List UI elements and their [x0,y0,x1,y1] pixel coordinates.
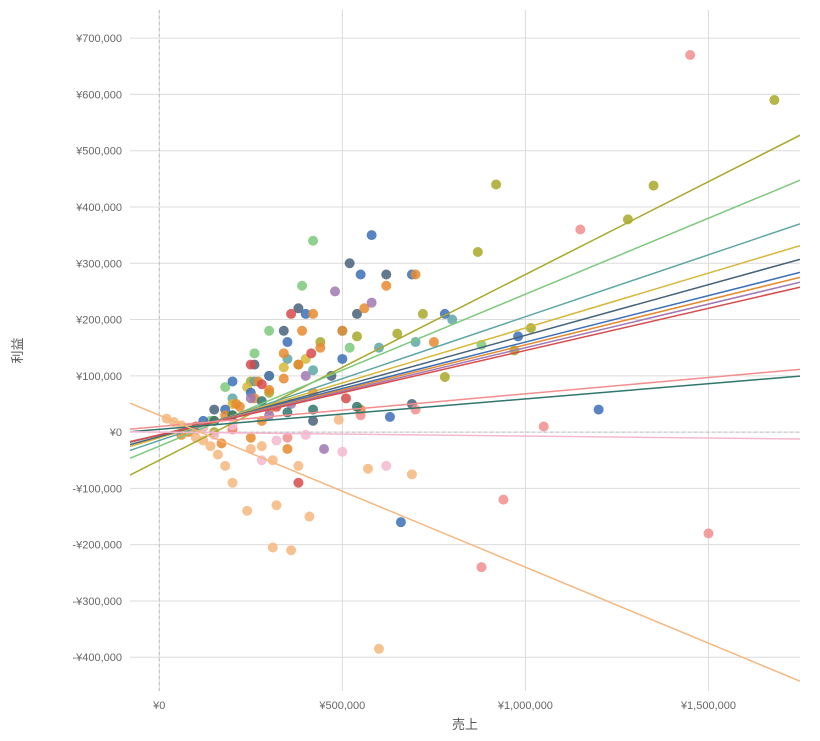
data-point [769,95,779,105]
data-point [315,343,325,353]
data-point [257,379,267,389]
data-point [334,415,344,425]
y-tick-label: -¥200,000 [72,540,122,552]
data-point [213,450,223,460]
data-point [407,469,417,479]
y-tick-label: -¥100,000 [72,483,122,495]
data-point [429,337,439,347]
data-point [411,270,421,280]
data-point [301,430,311,440]
data-point [685,50,695,60]
data-point [703,528,713,538]
data-point [246,360,256,370]
data-point [337,447,347,457]
y-tick-label: ¥600,000 [75,89,122,101]
data-point [374,644,384,654]
data-point [279,326,289,336]
data-point [308,309,318,319]
y-tick-label: ¥300,000 [75,258,122,270]
data-point [301,371,311,381]
y-tick-label: ¥200,000 [75,315,122,327]
y-axis-label: 利益 [10,337,25,363]
data-point [293,461,303,471]
data-point [385,412,395,422]
data-point [319,444,329,454]
data-point [257,441,267,451]
data-point [268,542,278,552]
data-point [498,495,508,505]
data-point [282,444,292,454]
data-point [352,402,362,412]
data-point [418,309,428,319]
data-point [367,230,377,240]
data-point [242,506,252,516]
data-point [293,478,303,488]
data-point [381,270,391,280]
data-point [345,343,355,353]
data-point [271,436,281,446]
data-point [264,371,274,381]
data-point [367,298,377,308]
x-tick-label: ¥1,500,000 [680,700,736,712]
data-point [286,309,296,319]
data-point [330,286,340,296]
data-point [304,512,314,522]
y-tick-label: ¥700,000 [75,33,122,45]
x-tick-label: ¥500,000 [318,700,365,712]
data-point [231,399,241,409]
data-point [345,258,355,268]
data-point [264,326,274,336]
data-point [306,348,316,358]
data-point [440,372,450,382]
data-point [352,331,362,341]
y-tick-label: -¥300,000 [72,596,122,608]
x-axis-label: 売上 [452,717,478,732]
data-point [411,405,421,415]
data-point [297,326,307,336]
data-point [575,224,585,234]
data-point [293,360,303,370]
scatter-chart: -¥400,000 -¥300,000 -¥200,000 -¥100,000 ¥0 ¥1… [0,0,820,741]
data-point [594,405,604,415]
data-point [286,545,296,555]
data-point [649,181,659,191]
data-point [491,179,501,189]
data-point [308,236,318,246]
data-point [228,478,238,488]
data-point [297,281,307,291]
data-point [337,326,347,336]
data-point [246,433,256,443]
data-point [209,405,219,415]
data-point [476,562,486,572]
data-point [363,464,373,474]
data-point [381,461,391,471]
data-point [279,348,289,358]
data-point [396,517,406,527]
data-point [337,354,347,364]
data-point [341,393,351,403]
data-point [539,421,549,431]
data-point [279,362,289,372]
y-tick-label: ¥100,000 [75,371,122,383]
data-point [473,247,483,257]
y-tick-label: -¥400,000 [72,652,122,664]
x-tick-label: ¥0 [152,700,165,712]
data-point [246,393,256,403]
y-tick-label: ¥500,000 [75,146,122,158]
y-tick-label: ¥400,000 [75,202,122,214]
y-tick-label: ¥0 [109,427,122,439]
x-tick-label: ¥1,000,000 [497,700,553,712]
data-point [356,270,366,280]
data-point [271,500,281,510]
data-point [381,281,391,291]
data-point [249,348,259,358]
data-point [220,461,230,471]
data-point [279,374,289,384]
data-point [228,376,238,386]
data-point [282,337,292,347]
data-point [264,410,274,420]
